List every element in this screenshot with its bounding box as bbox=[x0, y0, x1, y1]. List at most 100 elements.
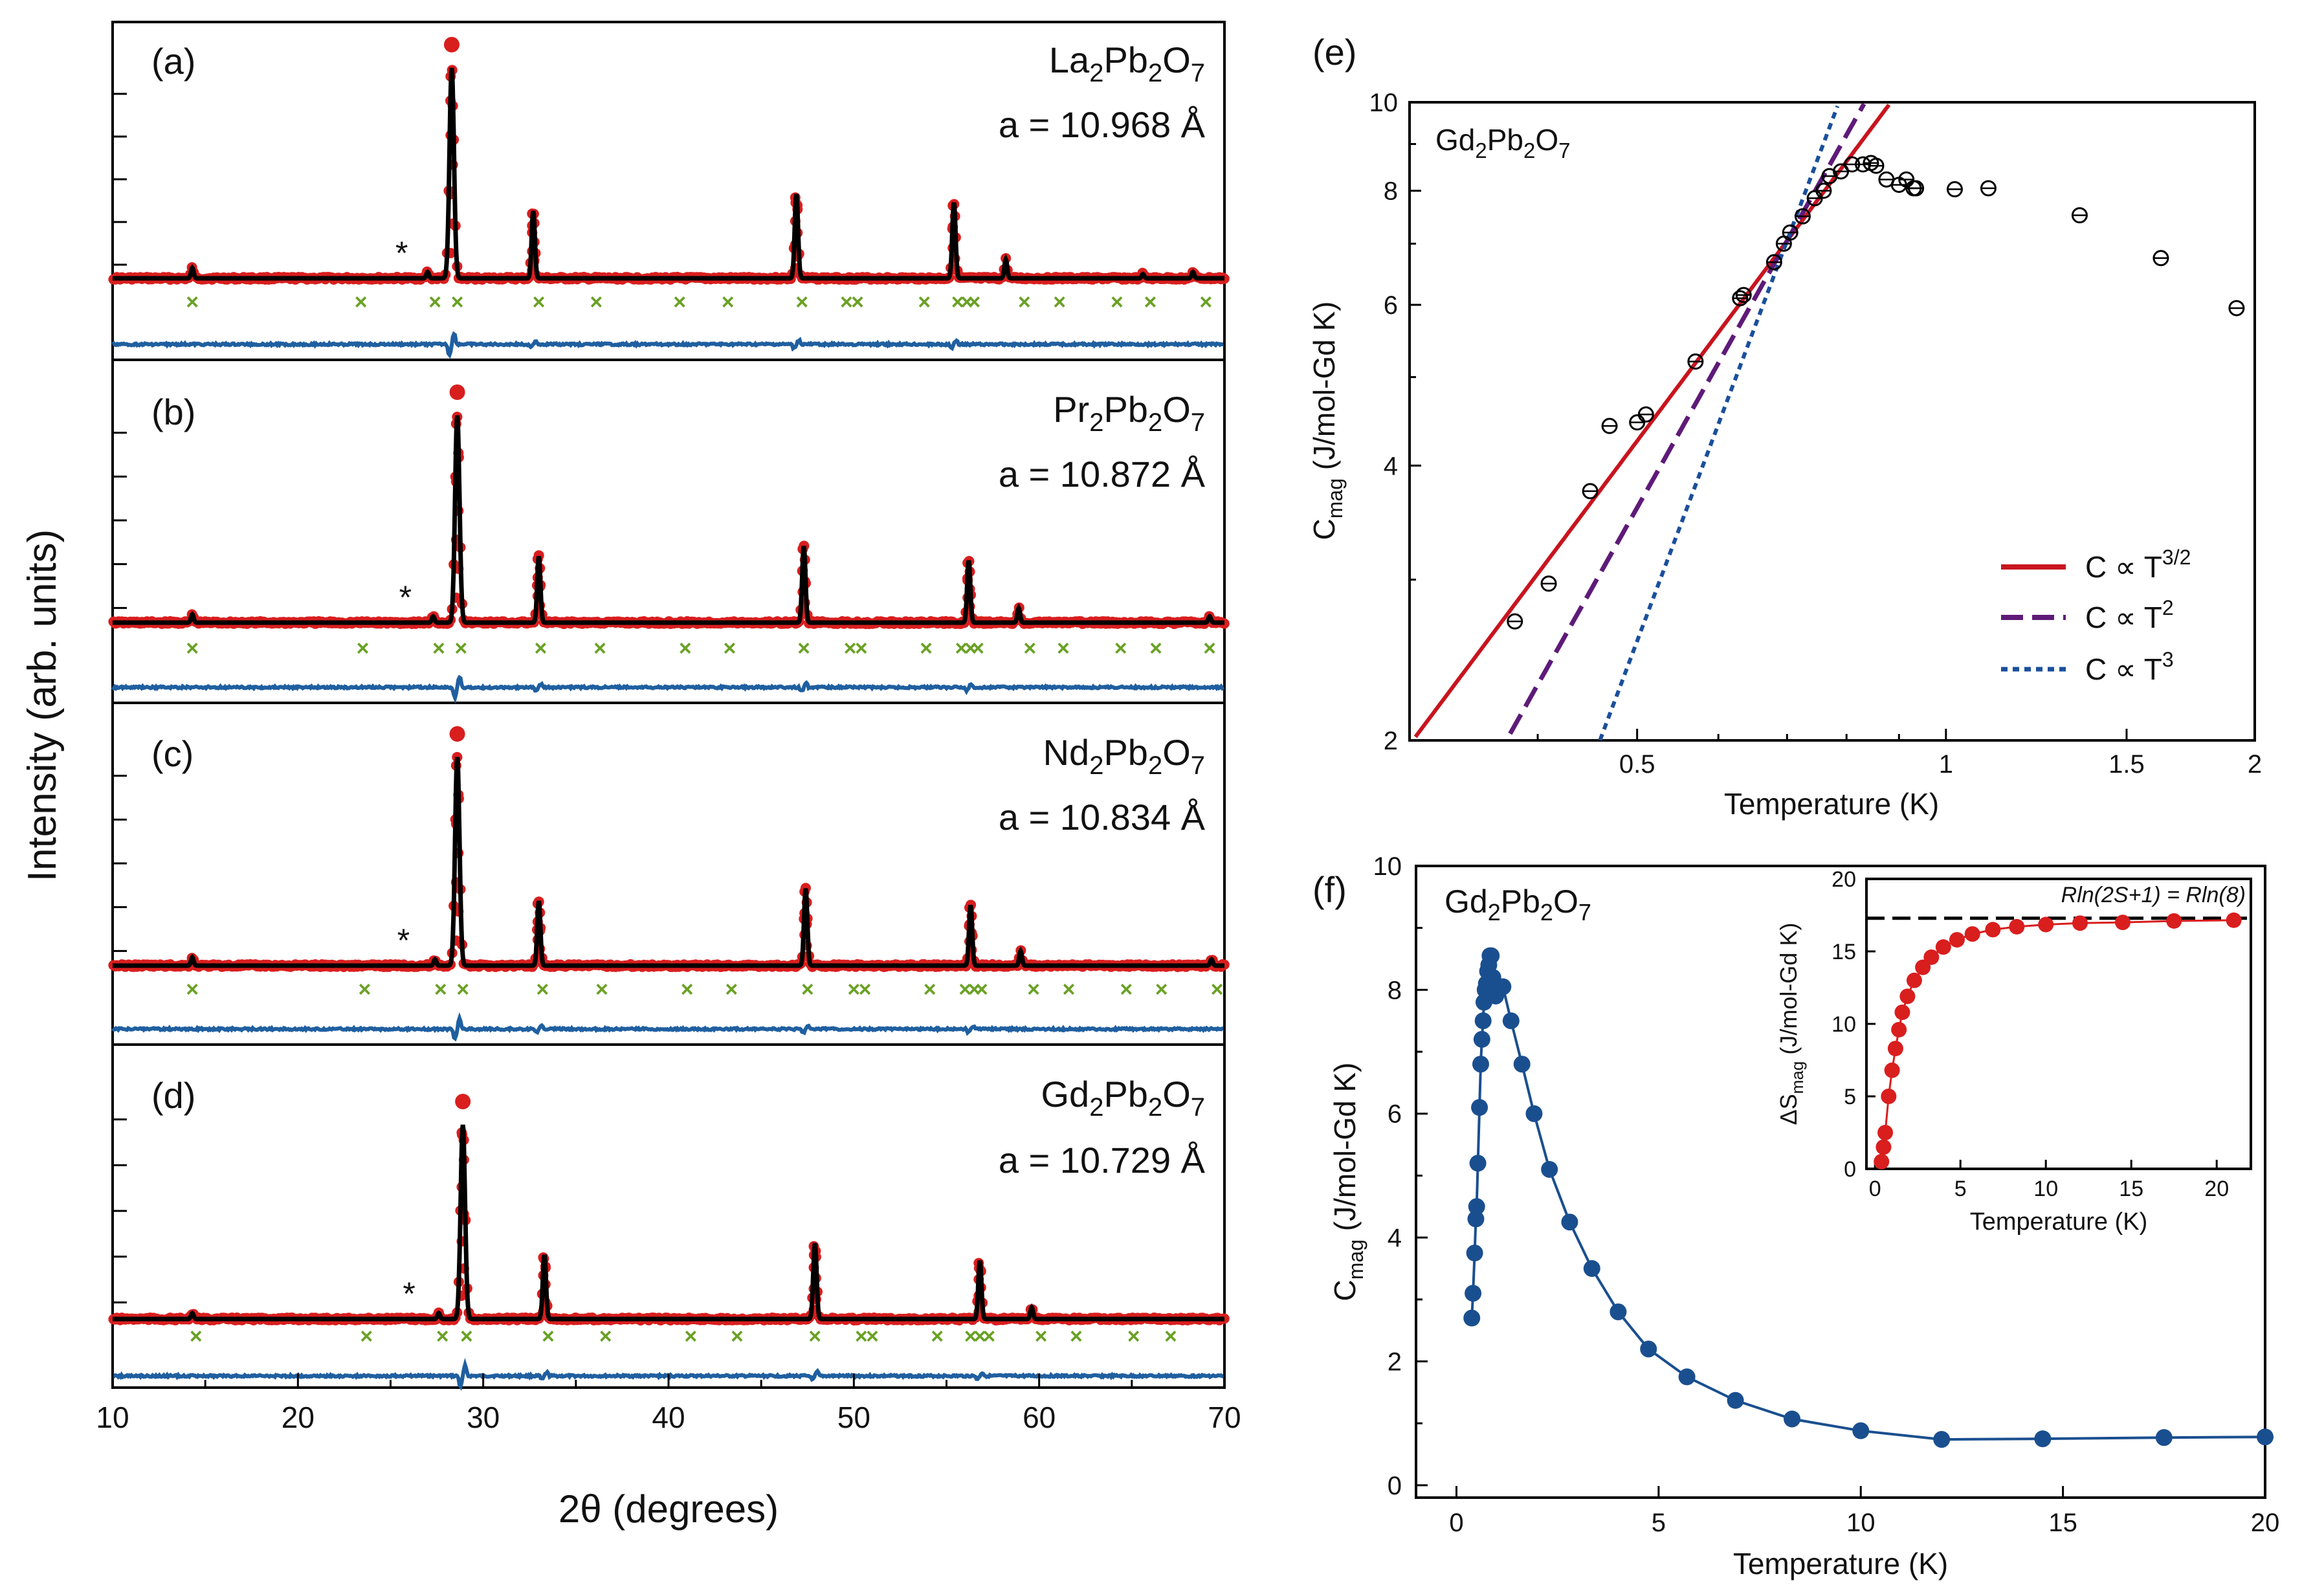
x-tick-label: 10 bbox=[1846, 1509, 1876, 1537]
panel-e-fit-lines bbox=[1413, 102, 1891, 741]
data-point bbox=[1465, 1285, 1482, 1302]
data-point bbox=[1583, 1259, 1600, 1277]
bragg-marker: × bbox=[1018, 290, 1031, 315]
bragg-marker: × bbox=[955, 636, 968, 661]
data-point bbox=[2038, 916, 2054, 933]
data-point bbox=[1887, 1041, 1903, 1057]
data-point bbox=[2072, 915, 2088, 931]
data-point bbox=[1884, 1062, 1900, 1078]
y-tick-label: 20 bbox=[1832, 867, 1856, 892]
panel-f-y-axis-label: Cmag (J/mol-Gd K) bbox=[1328, 1063, 1367, 1302]
panel-f-inset: 0 5 10 15 20 0 5 10 15 20 Rln(2S+1) = Rln(8) Temp… bbox=[1775, 867, 2252, 1236]
bragg-marker: × bbox=[859, 977, 872, 1002]
y-tick-label: 4 bbox=[1388, 1224, 1402, 1252]
bragg-marker: × bbox=[542, 1324, 555, 1349]
calculated-profile bbox=[113, 757, 1224, 968]
bragg-marker: × bbox=[968, 977, 981, 1002]
data-point bbox=[1876, 1139, 1892, 1155]
data-point bbox=[1629, 414, 1646, 431]
data-point bbox=[1899, 988, 1916, 1004]
bragg-marker: × bbox=[801, 977, 814, 1002]
panel-e-chart: (e) 0.5 1 1.5 2 2 4 6 8 10 Gd2Pb2O7 C ∝ T3/2 C ∝… bbox=[1307, 32, 2262, 821]
data-point bbox=[1561, 1214, 1578, 1231]
impurity-asterisk: * bbox=[395, 235, 408, 271]
y-tick-label: 0 bbox=[1844, 1157, 1856, 1182]
panel-f-formula: Gd2Pb2O7 bbox=[1444, 883, 1591, 925]
panel-e-frame bbox=[1408, 101, 2256, 742]
data-point bbox=[1915, 959, 1931, 975]
data-point bbox=[2155, 1429, 2173, 1446]
data-point bbox=[2009, 918, 2025, 935]
x-tick-label: 2 bbox=[2248, 750, 2262, 779]
panel-b-lattice: a = 10.872 Å bbox=[999, 454, 1206, 494]
bragg-marker: × bbox=[1063, 977, 1076, 1002]
panel-a-formula: La2Pb2O7 bbox=[1049, 39, 1205, 87]
data-point bbox=[1784, 1410, 1801, 1428]
x-tick-label: 30 bbox=[467, 1401, 500, 1434]
bragg-marker: × bbox=[434, 977, 447, 1002]
difference-curve bbox=[111, 1012, 1224, 1042]
bragg-marker: × bbox=[679, 636, 692, 661]
y-tick-label: 5 bbox=[1844, 1085, 1856, 1109]
bragg-marker: × bbox=[1144, 290, 1157, 315]
data-point bbox=[1687, 353, 1704, 370]
panel-f-x-axis-label: Temperature (K) bbox=[1733, 1547, 1948, 1580]
y-tick-label: 10 bbox=[1832, 1012, 1856, 1037]
legend-label-t2: C ∝ T2 bbox=[2085, 596, 2174, 634]
bragg-marker: × bbox=[1057, 636, 1070, 661]
y-tick-label: 4 bbox=[1384, 452, 1398, 480]
y-tick-label: 2 bbox=[1384, 727, 1398, 755]
bragg-marker: × bbox=[1164, 1324, 1177, 1349]
difference-curve bbox=[111, 331, 1224, 359]
y-tick-label: 10 bbox=[1369, 89, 1399, 117]
panel-c-letter: (c) bbox=[151, 733, 194, 774]
panel-f-letter: (f) bbox=[1312, 869, 1347, 910]
panel-f-points bbox=[1463, 947, 2274, 1448]
inset-frame bbox=[1865, 878, 2252, 1170]
bragg-marker: × bbox=[673, 290, 686, 315]
panel-e-points bbox=[1507, 155, 2245, 630]
bragg-marker: × bbox=[593, 636, 606, 661]
bragg-marker: × bbox=[684, 1324, 697, 1349]
data-point bbox=[2115, 914, 2130, 931]
data-point bbox=[1468, 1198, 1485, 1215]
data-point bbox=[1541, 1160, 1558, 1178]
x-tick-label: 10 bbox=[96, 1401, 129, 1434]
data-point bbox=[1782, 224, 1798, 241]
data-point bbox=[1727, 1391, 1744, 1409]
bragg-marker: × bbox=[456, 977, 469, 1002]
x-tick-label: 10 bbox=[2033, 1177, 2058, 1201]
panel-d-lattice: a = 10.729 Å bbox=[999, 1140, 1206, 1180]
legend-label-t32: C ∝ T3/2 bbox=[2085, 546, 2191, 584]
panel-e-y-axis-label: Cmag (J/mol-Gd K) bbox=[1307, 302, 1347, 540]
bragg-marker: × bbox=[454, 636, 467, 661]
y-tick-label: 0 bbox=[1388, 1472, 1402, 1500]
panel-e-formula: Gd2Pb2O7 bbox=[1435, 123, 1571, 162]
bragg-marker: × bbox=[971, 636, 984, 661]
bragg-marker: × bbox=[724, 636, 736, 661]
bragg-marker: × bbox=[1203, 636, 1216, 661]
data-point bbox=[1877, 1125, 1894, 1140]
panel-b-letter: (b) bbox=[151, 392, 195, 432]
impurity-asterisk: * bbox=[397, 922, 410, 959]
inset-reference-label: Rln(2S+1) = Rln(8) bbox=[2061, 883, 2246, 907]
x-tick-label: 20 bbox=[2204, 1177, 2229, 1201]
bragg-marker: × bbox=[1035, 1324, 1048, 1349]
observed-peak-top bbox=[455, 1094, 471, 1109]
x-tick-label: 5 bbox=[1954, 1177, 1967, 1201]
bragg-marker: × bbox=[1114, 636, 1127, 661]
bragg-marker: × bbox=[355, 290, 368, 315]
bragg-marker: × bbox=[1199, 290, 1212, 315]
x-tick-label: 0 bbox=[1869, 1177, 1881, 1201]
bragg-marker: × bbox=[595, 977, 608, 1002]
difference-curve bbox=[111, 674, 1225, 704]
fit-line bbox=[1508, 102, 1866, 735]
y-tick-label: 8 bbox=[1388, 976, 1402, 1004]
bragg-marker: × bbox=[968, 290, 981, 315]
data-point bbox=[1906, 972, 1922, 988]
bragg-marker: × bbox=[186, 636, 199, 661]
x-tick-label: 0 bbox=[1449, 1509, 1463, 1537]
panel-f-frame bbox=[1415, 865, 2266, 1499]
x-tick-label: 1.5 bbox=[2108, 750, 2145, 779]
bragg-marker: × bbox=[681, 977, 694, 1002]
